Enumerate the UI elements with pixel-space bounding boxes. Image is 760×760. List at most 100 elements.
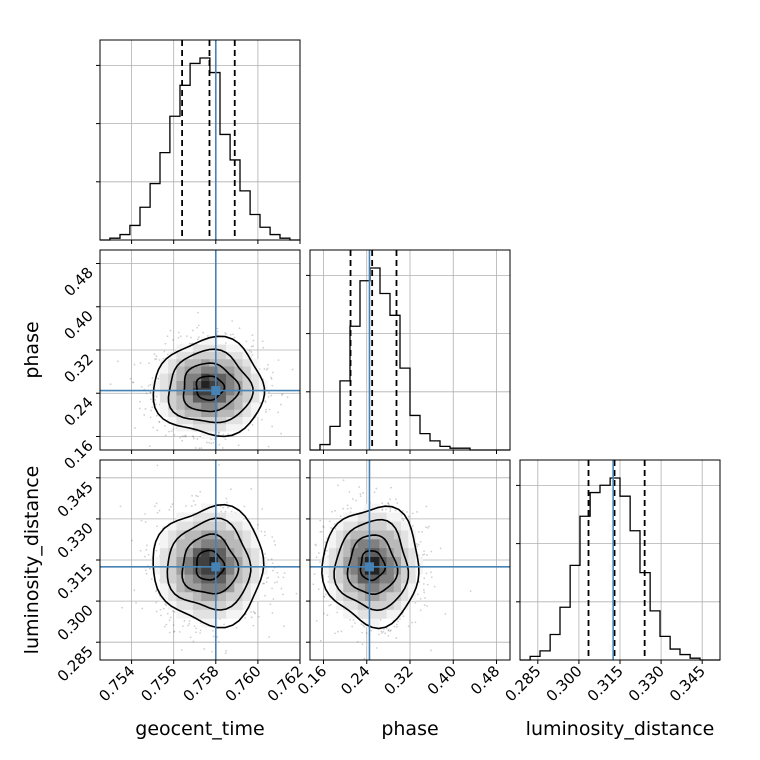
scatter-point <box>317 588 320 591</box>
density-cell <box>217 591 227 602</box>
scatter-point <box>170 505 172 508</box>
scatter-point <box>280 587 283 590</box>
scatter-point <box>224 438 227 441</box>
scatter-point <box>191 435 194 438</box>
truth-marker <box>364 562 374 572</box>
density-cell <box>250 380 260 389</box>
scatter-point <box>188 622 191 625</box>
density-cell <box>168 402 177 410</box>
density-cell <box>184 600 194 610</box>
scatter-point <box>362 492 364 494</box>
scatter-point <box>190 336 192 339</box>
density-cell <box>201 591 210 602</box>
scatter-point <box>265 581 268 583</box>
scatter-point <box>315 544 318 547</box>
scatter-point <box>156 525 158 528</box>
density-cell <box>242 395 252 403</box>
density-cell <box>209 409 219 418</box>
scatter-point <box>419 540 422 543</box>
scatter-point <box>318 552 320 554</box>
scatter-point <box>183 435 186 438</box>
density-cell <box>234 402 243 410</box>
scatter-point <box>154 358 157 360</box>
scatter-point <box>173 611 176 613</box>
scatter-point <box>195 494 198 497</box>
density-cell <box>226 512 235 522</box>
y-tick-label-phase: 0.48 <box>60 264 96 300</box>
panel-frame <box>309 459 511 661</box>
density-cell <box>386 512 395 522</box>
scatter-point <box>416 545 419 547</box>
scatter-point <box>267 363 269 366</box>
x-tick-label-phase: 0.24 <box>337 662 373 698</box>
scatter-point <box>119 505 122 508</box>
x-axis-label-phase: phase <box>381 718 438 740</box>
density-cell <box>379 583 387 593</box>
scatter-point <box>389 498 391 501</box>
scatter-point <box>382 630 385 633</box>
density-cell <box>217 395 227 403</box>
density-cell <box>159 574 169 584</box>
histogram-panel-geocent-time <box>96 39 301 244</box>
density-cell <box>176 574 185 584</box>
scatter-point <box>411 524 414 527</box>
scatter-point <box>433 585 436 588</box>
density-cell <box>336 583 344 593</box>
density-cell <box>242 416 252 425</box>
density-cell <box>192 351 202 360</box>
density-cell <box>209 503 219 513</box>
density-cell <box>226 373 235 381</box>
scatter-point <box>138 407 141 410</box>
scatter-point <box>222 433 225 436</box>
y-tick-label-luminosity-distance: 0.315 <box>54 560 97 603</box>
density-cell <box>401 521 409 531</box>
scatter-point <box>109 383 112 386</box>
scatter-point <box>276 581 279 583</box>
density-cell <box>386 574 395 584</box>
scatter-point <box>225 333 228 336</box>
scatter-point <box>237 444 240 447</box>
scatter-point <box>151 406 154 409</box>
density-cell <box>217 409 227 418</box>
density-cell <box>393 556 402 566</box>
density-cell <box>226 366 235 374</box>
density-cell <box>357 530 366 540</box>
scatter-point <box>263 582 265 585</box>
density-cell <box>176 423 185 432</box>
scatter-point <box>383 628 385 630</box>
scatter-point <box>270 558 273 561</box>
scatter-point <box>154 399 157 401</box>
density-cell <box>184 574 194 584</box>
density-cell <box>226 380 235 389</box>
density-cell <box>250 366 260 374</box>
density-cell <box>234 423 243 432</box>
scatter-point <box>207 335 209 337</box>
scatter-point <box>280 394 283 396</box>
density-cell <box>209 351 219 360</box>
scatter-point <box>211 650 213 653</box>
scatter-point <box>312 583 315 586</box>
density-cell <box>184 556 194 566</box>
scatter-point <box>370 629 373 632</box>
scatter-point <box>423 553 426 556</box>
scatter-point <box>244 617 246 619</box>
scatter-point <box>145 548 148 551</box>
scatter-point <box>194 503 197 506</box>
density-cell <box>379 521 387 531</box>
scatter-point <box>164 424 166 427</box>
density-cell <box>234 358 243 367</box>
x-tick-label-phase: 0.40 <box>424 662 460 698</box>
scatter-point <box>266 367 269 370</box>
scatter-point <box>422 589 425 591</box>
density-cell <box>242 387 252 396</box>
density-cell <box>250 539 260 549</box>
density-cell <box>176 402 185 410</box>
density-cell <box>151 565 161 575</box>
density-cell <box>393 521 402 531</box>
scatter-point <box>229 488 232 491</box>
scatter-point <box>238 327 241 330</box>
scatter-point <box>192 435 195 438</box>
density-cell <box>201 423 210 432</box>
scatter-point <box>197 324 200 327</box>
density-cell <box>372 600 380 610</box>
